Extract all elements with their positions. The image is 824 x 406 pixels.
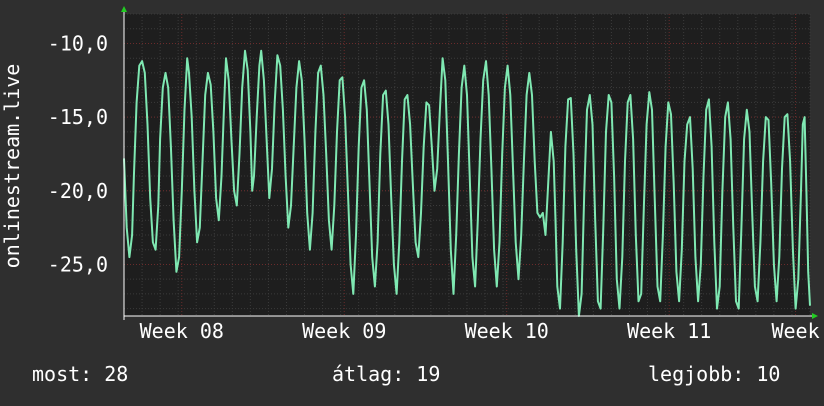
stat-current: most: 28 [32,362,129,386]
x-tick-label: Week 11 [627,319,711,343]
x-tick-label: Week [771,319,819,343]
x-tick-label: Week 08 [140,319,224,343]
series-layer [123,49,811,317]
y-tick-label: -15,0 [48,105,108,129]
y-tick-label: -25,0 [48,252,108,276]
y-axis-arrow [121,6,127,12]
axes [121,6,818,320]
y-tick-labels: -10,0 -15,0 -20,0 -25,0 [48,31,108,276]
y-tick-label: -20,0 [48,179,108,203]
x-tick-labels: Week 08 Week 09 Week 10 Week 11 Week [140,319,820,343]
x-tick-label: Week 10 [465,319,549,343]
x-tick-label: Week 09 [302,319,386,343]
stat-best: legjobb: 10 [648,362,781,386]
stat-average: átlag: 19 [332,362,441,386]
y-tick-label: -10,0 [48,31,108,55]
y-axis-label: onlinestream.live [0,64,24,269]
series-line-0 [123,49,811,317]
x-axis-arrow [812,313,818,319]
